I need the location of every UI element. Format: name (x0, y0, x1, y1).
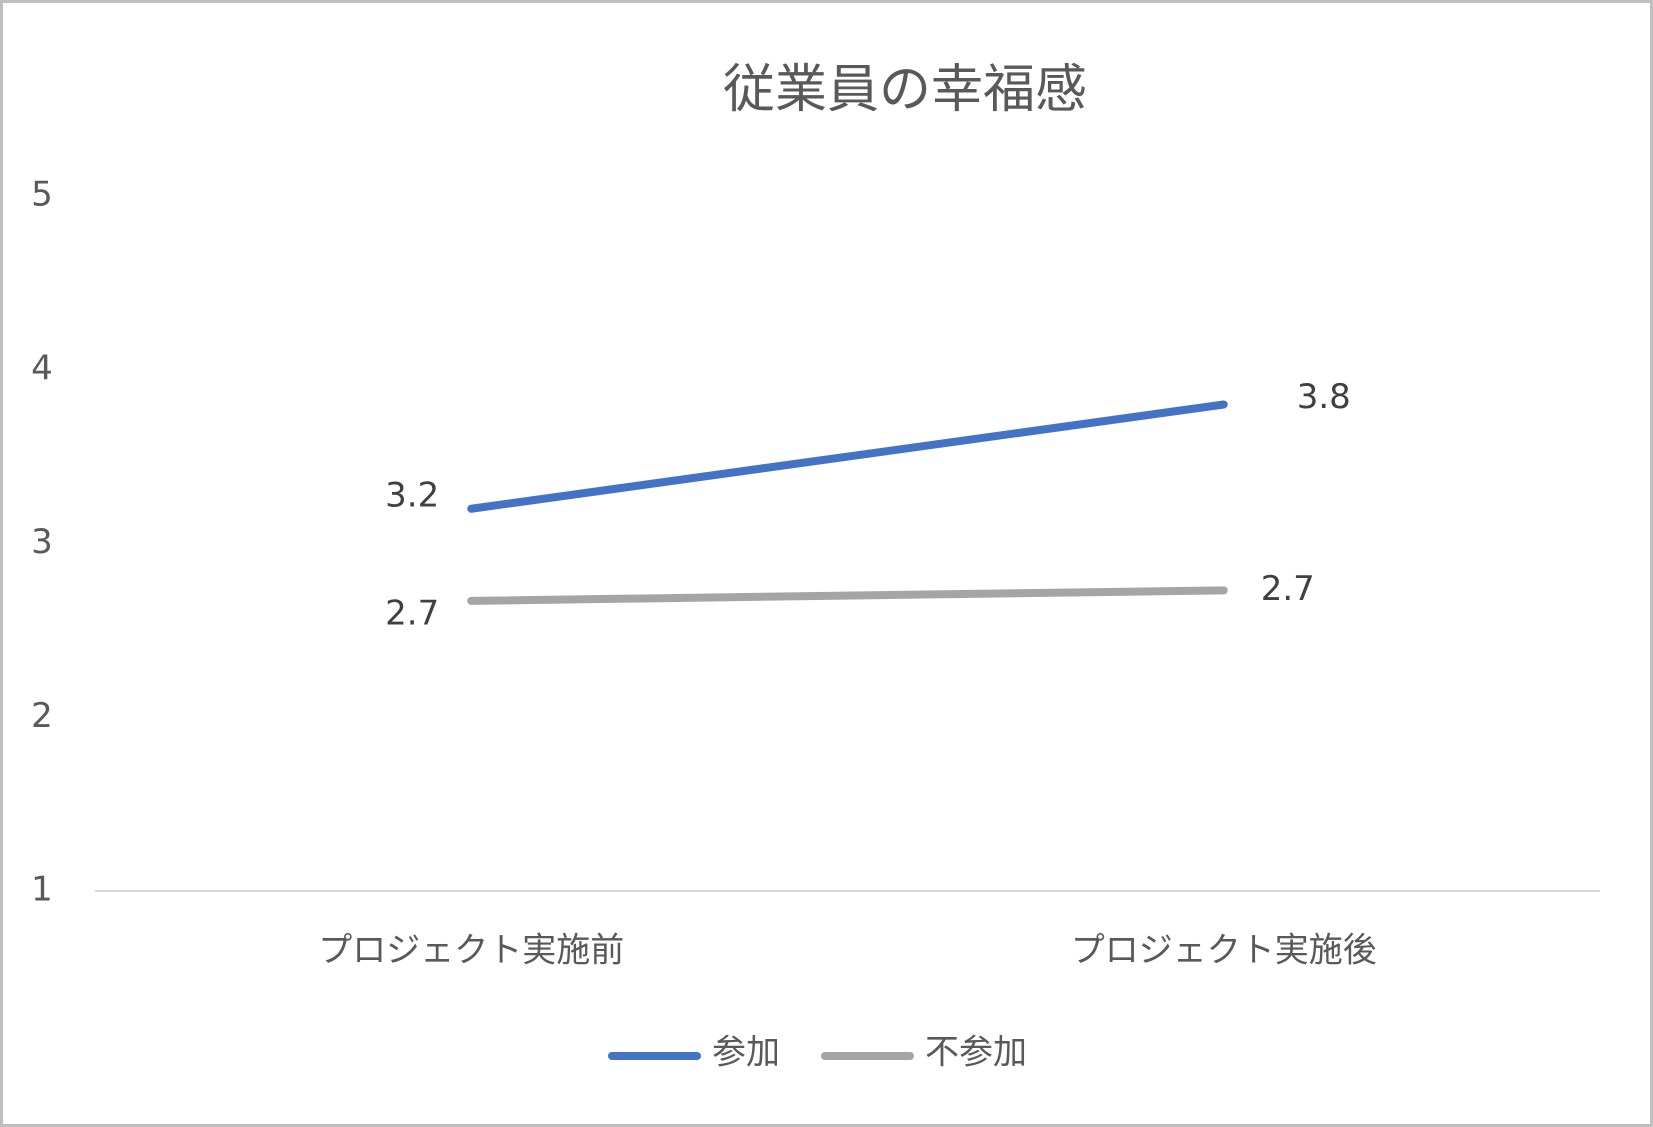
legend-label: 参加 (712, 1033, 780, 1073)
y-tick-label: 4 (31, 348, 53, 388)
series-line (467, 400, 1228, 513)
data-label: 2.7 (1261, 569, 1315, 609)
series-line (467, 586, 1228, 605)
data-label: 3.8 (1297, 377, 1351, 417)
x-tick-label: プロジェクト実施後 (1071, 931, 1377, 971)
data-label: 2.7 (385, 593, 439, 633)
legend-label: 不参加 (925, 1033, 1027, 1073)
y-tick-label: 2 (31, 696, 53, 736)
y-tick-label: 3 (31, 522, 53, 562)
x-tick-label: プロジェクト実施前 (318, 931, 624, 971)
y-tick-label: 5 (31, 175, 53, 215)
chart-title: 従業員の幸福感 (723, 60, 1087, 120)
y-tick-label: 1 (31, 870, 53, 910)
data-label: 3.2 (385, 475, 439, 515)
